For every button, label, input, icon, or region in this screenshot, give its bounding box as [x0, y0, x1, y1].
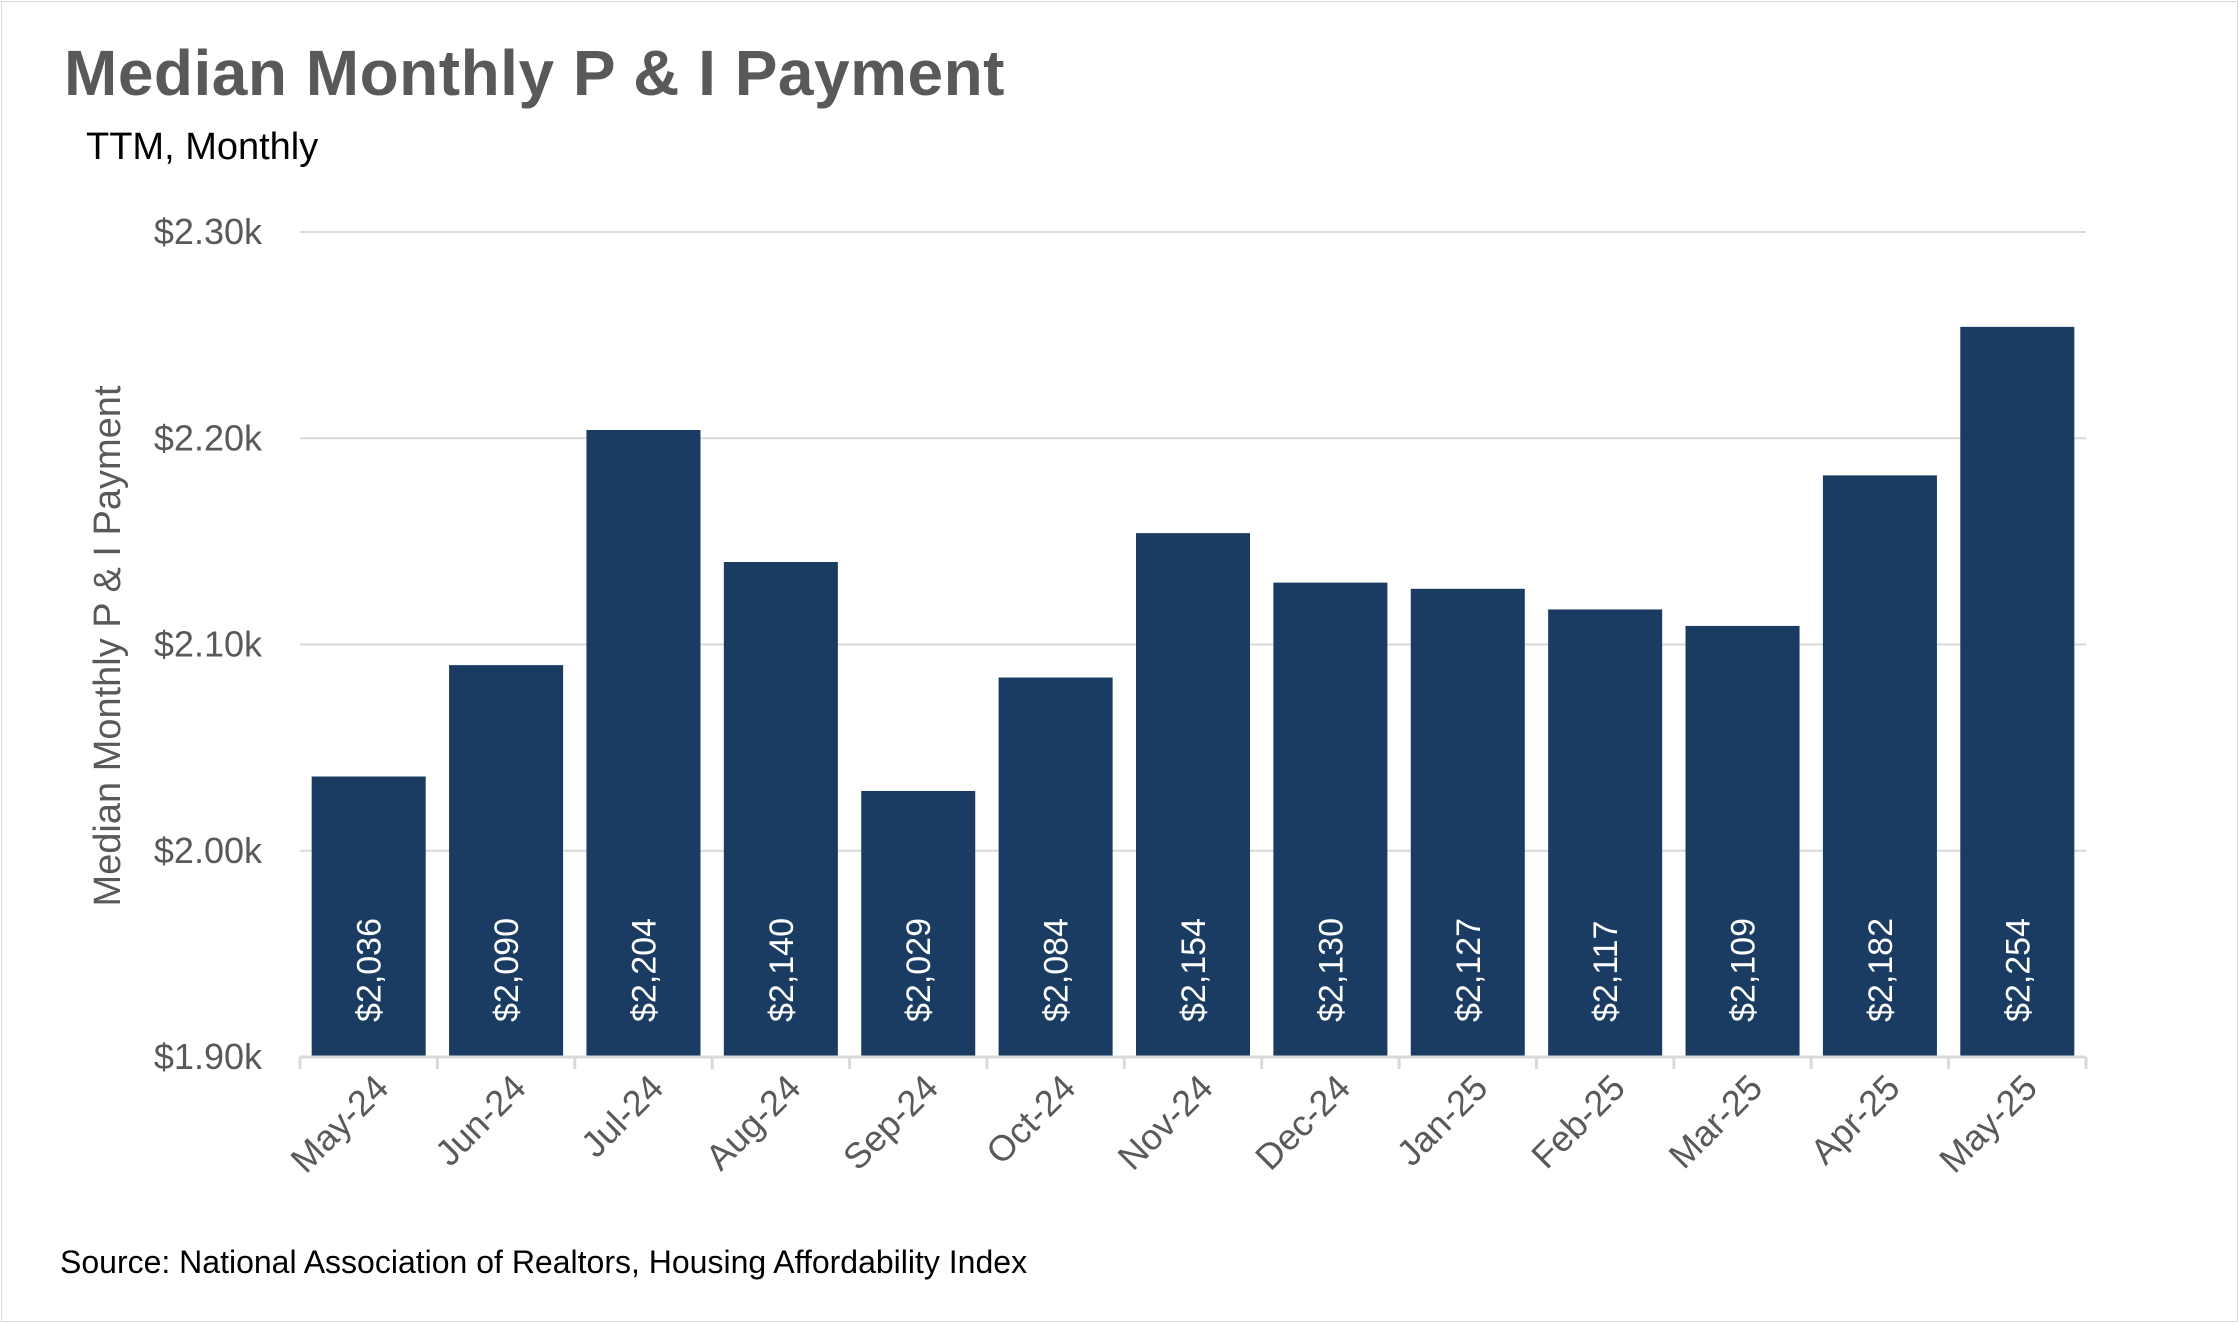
y-tick-label: $2.20k [154, 417, 263, 458]
x-tick-label: May-25 [1931, 1067, 2045, 1181]
x-tick-label: Jun-24 [427, 1067, 534, 1174]
x-tick-label: Aug-24 [697, 1067, 808, 1178]
y-axis-ticks: $1.90k $2.00k $2.10k $2.20k $2.30k [154, 211, 263, 1077]
x-tick-label: Oct-24 [978, 1067, 1083, 1172]
x-tick-label: Sep-24 [835, 1067, 946, 1178]
bar-value-label: $2,254 [1999, 918, 2037, 1022]
bar-value-label: $2,084 [1038, 918, 1076, 1022]
data-labels: $2,036 $2,090 $2,204 $2,140 $2,029 $2,084 $2,1… [351, 918, 2038, 1022]
bar-value-label: $2,090 [488, 918, 526, 1022]
x-tick-label: Apr-25 [1802, 1067, 1907, 1172]
bar-value-label: $2,140 [763, 918, 801, 1022]
x-tick-label: Dec-24 [1247, 1067, 1358, 1178]
bar-value-label: $2,036 [351, 918, 389, 1022]
y-tick-label: $2.00k [154, 830, 263, 871]
bar-value-label: $2,182 [1862, 918, 1900, 1022]
bar [1135, 533, 1251, 1057]
bars [311, 326, 2075, 1057]
x-tick-label: Mar-25 [1661, 1067, 1771, 1177]
bar-value-label: $2,117 [1587, 921, 1625, 1022]
x-tick-label: Nov-24 [1110, 1067, 1221, 1178]
x-tick-label: May-24 [282, 1067, 396, 1181]
bar-value-label: $2,204 [625, 918, 663, 1022]
x-tick-label: Feb-25 [1523, 1067, 1633, 1177]
bar [723, 562, 838, 1057]
bar [1548, 609, 1663, 1057]
y-tick-label: $2.30k [154, 211, 263, 252]
bar-value-label: $2,130 [1312, 918, 1350, 1022]
bar [861, 790, 976, 1057]
bar [1685, 625, 1800, 1057]
bar [1410, 588, 1525, 1057]
bar [1273, 582, 1388, 1057]
bar-value-label: $2,109 [1725, 918, 1763, 1022]
x-tick-label: Jul-24 [573, 1067, 671, 1165]
chart-title: Median Monthly P & I Payment [64, 37, 1005, 109]
bar [1822, 475, 1937, 1057]
y-axis-title: Median Monthly P & I Payment [87, 385, 129, 906]
x-axis [298, 1055, 2088, 1069]
bar [586, 430, 701, 1057]
bar [449, 665, 564, 1057]
bar [998, 677, 1113, 1057]
bar [1960, 326, 2075, 1057]
y-tick-label: $1.90k [154, 1036, 263, 1077]
x-axis-ticks: May-24 Jun-24 Jul-24 Aug-24 Sep-24 Oct-24 Nov-… [282, 1067, 2044, 1181]
bar-value-label: $2,154 [1175, 918, 1213, 1022]
chart-subtitle: TTM, Monthly [86, 126, 319, 168]
source-note: Source: National Association of Realtors… [60, 1244, 1028, 1280]
x-tick-label: Jan-25 [1389, 1067, 1496, 1174]
bar-value-label: $2,029 [900, 918, 938, 1022]
y-tick-label: $2.10k [154, 624, 263, 665]
bar-value-label: $2,127 [1450, 918, 1488, 1022]
bar [311, 776, 426, 1057]
